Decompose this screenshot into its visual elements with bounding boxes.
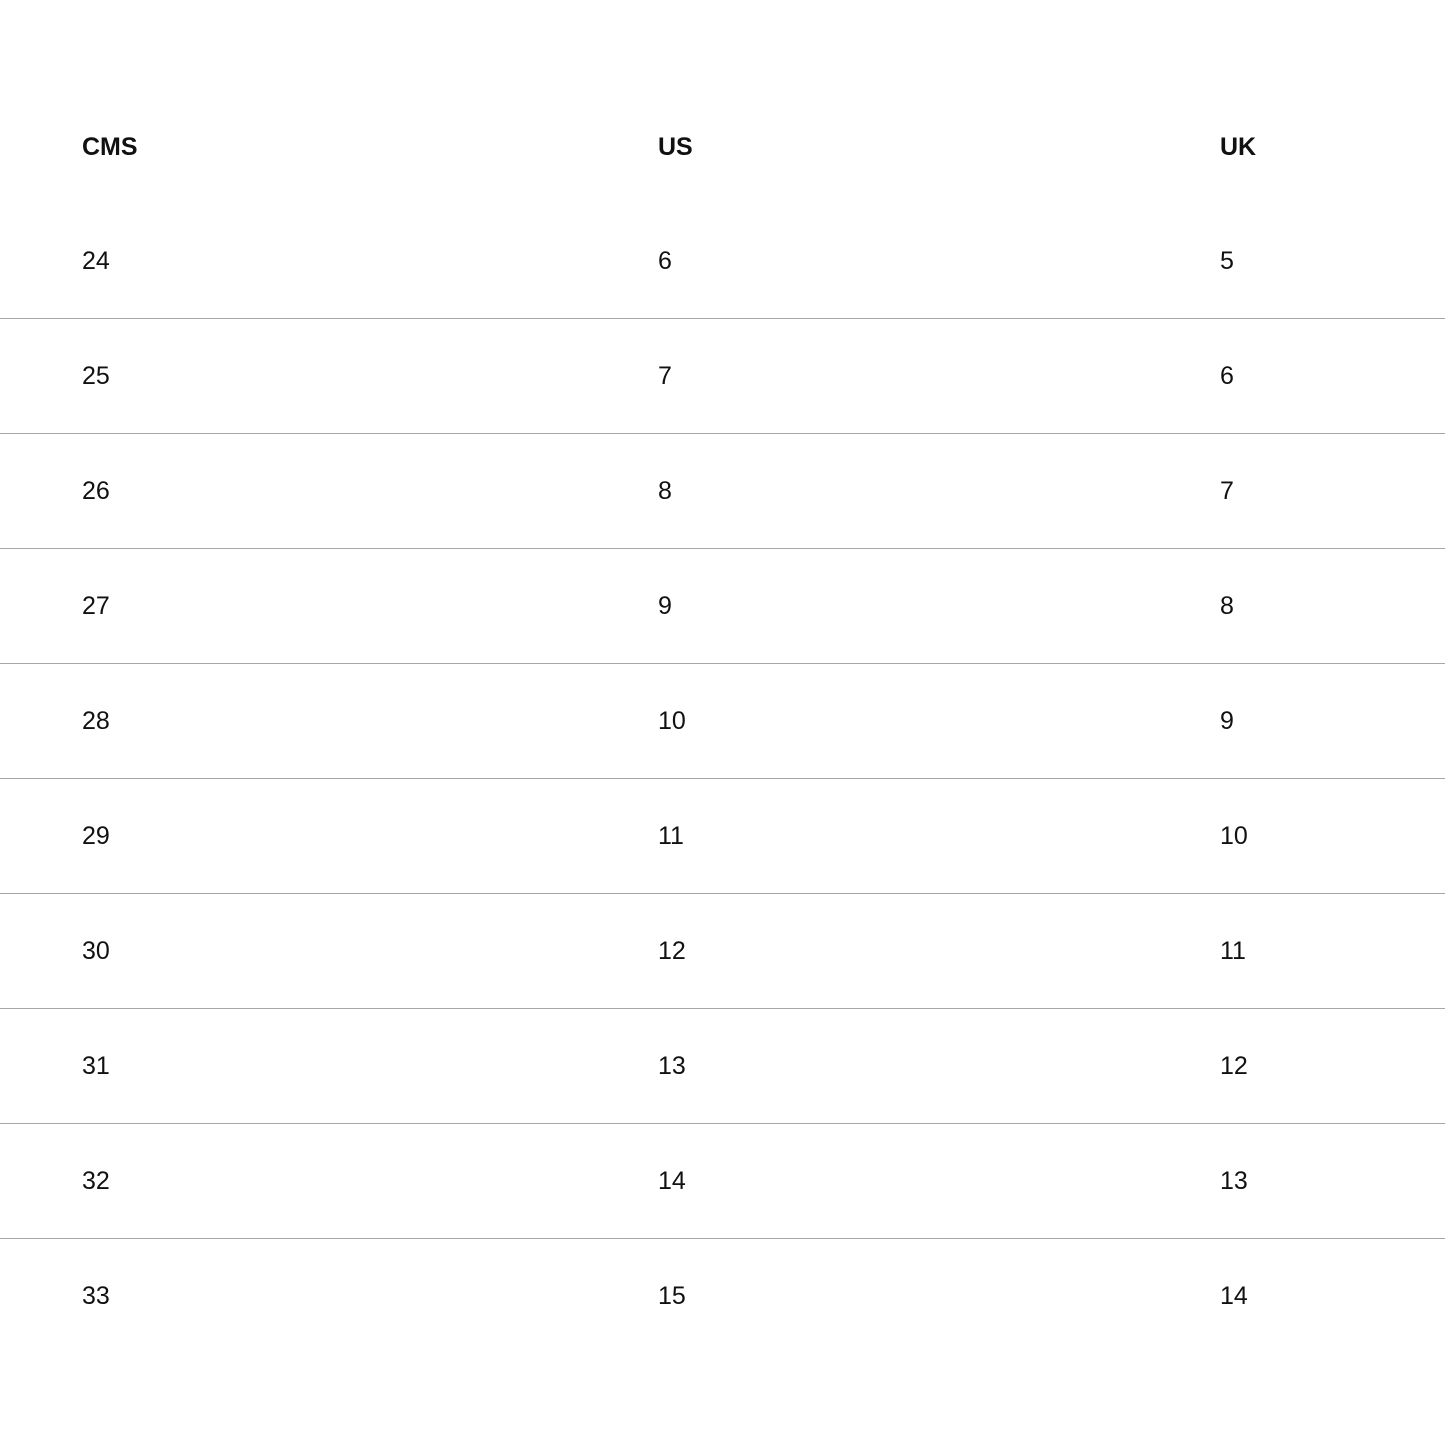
cell-cms: 25 — [82, 361, 110, 390]
cell-cms: 30 — [82, 936, 110, 965]
cell-uk: 11 — [1220, 936, 1246, 965]
cell-uk: 5 — [1220, 246, 1234, 275]
cell-us: 6 — [658, 246, 672, 275]
header-cms: CMS — [82, 132, 138, 161]
header-uk: UK — [1220, 132, 1257, 161]
cell-us: 14 — [658, 1166, 686, 1195]
cell-us: 10 — [658, 706, 686, 735]
table-row: 29 11 10 — [0, 779, 1445, 894]
cell-uk: 7 — [1220, 476, 1234, 505]
cell-cms: 24 — [82, 246, 110, 275]
cell-cms: 27 — [82, 591, 110, 620]
cell-cms: 31 — [82, 1051, 110, 1080]
table-row: 25 7 6 — [0, 319, 1445, 434]
cell-uk: 9 — [1220, 706, 1234, 735]
cell-cms: 26 — [82, 476, 110, 505]
cell-uk: 10 — [1220, 821, 1248, 850]
table-row: 26 8 7 — [0, 434, 1445, 549]
cell-uk: 8 — [1220, 591, 1234, 620]
cell-us: 7 — [658, 361, 672, 390]
cell-cms: 28 — [82, 706, 110, 735]
table-row: 27 9 8 — [0, 549, 1445, 664]
cell-us: 9 — [658, 591, 672, 620]
cell-cms: 29 — [82, 821, 110, 850]
cell-uk: 13 — [1220, 1166, 1248, 1195]
size-chart-table: CMS US UK 24 6 5 25 7 6 26 8 7 27 9 8 28 10 9 29 11 10 30 1… — [0, 90, 1445, 1353]
cell-cms: 33 — [82, 1281, 110, 1310]
cell-uk: 14 — [1220, 1281, 1248, 1310]
table-row: 30 12 11 — [0, 894, 1445, 1009]
table-row: 33 15 14 — [0, 1239, 1445, 1354]
cell-uk: 6 — [1220, 361, 1234, 390]
header-us: US — [658, 132, 693, 161]
cell-cms: 32 — [82, 1166, 110, 1195]
cell-us: 11 — [658, 821, 684, 850]
cell-us: 8 — [658, 476, 672, 505]
table-row: 32 14 13 — [0, 1124, 1445, 1239]
table-row: 28 10 9 — [0, 664, 1445, 779]
cell-us: 12 — [658, 936, 686, 965]
table-row: 24 6 5 — [0, 204, 1445, 319]
header-row: CMS US UK — [0, 90, 1445, 204]
cell-uk: 12 — [1220, 1051, 1248, 1080]
table-row: 31 13 12 — [0, 1009, 1445, 1124]
cell-us: 13 — [658, 1051, 686, 1080]
cell-us: 15 — [658, 1281, 686, 1310]
